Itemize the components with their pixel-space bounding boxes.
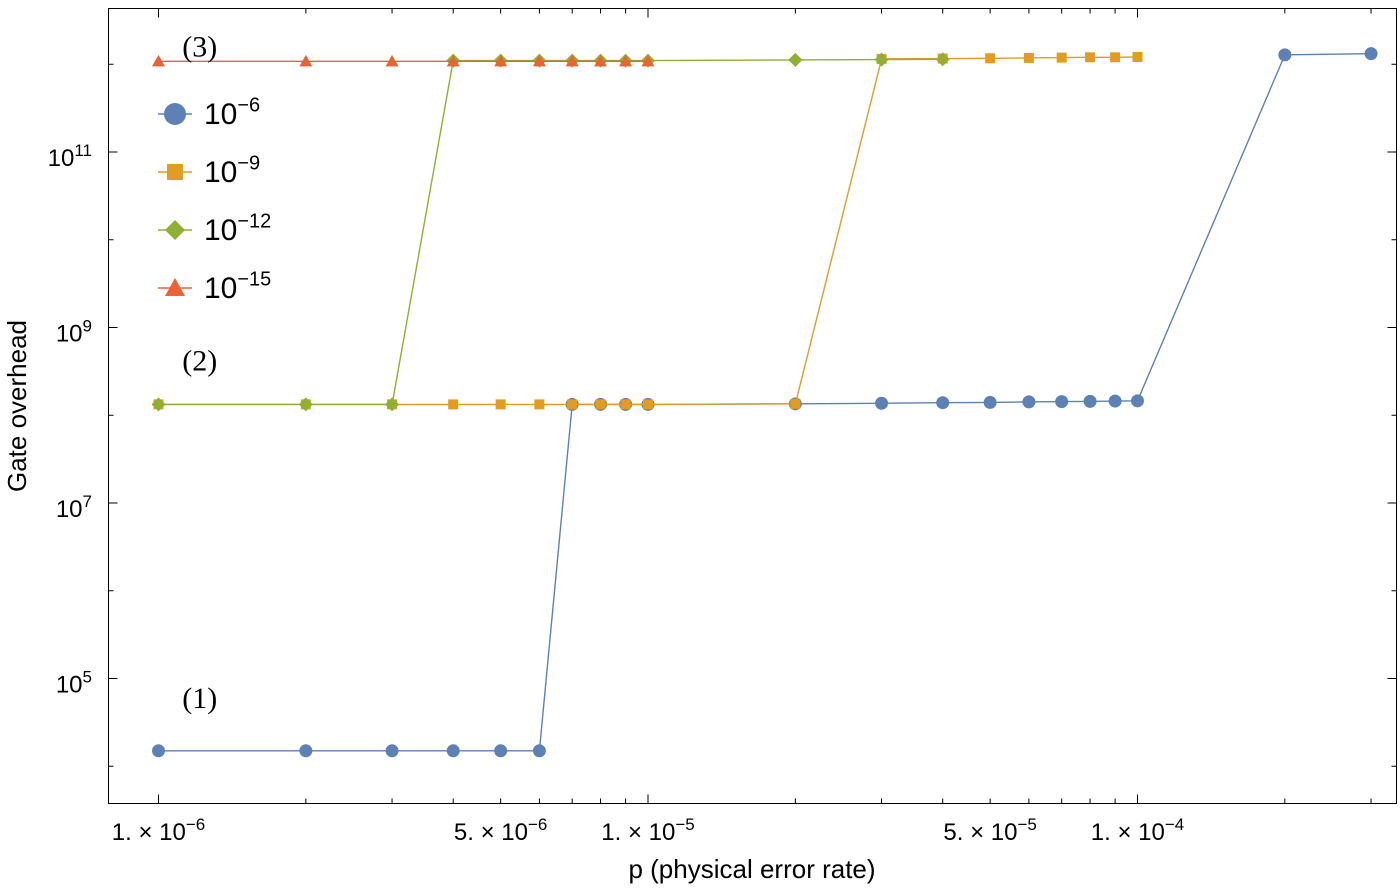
x-tick-label: 1. × 10−6 bbox=[112, 815, 205, 846]
y-tick-label: 109 bbox=[56, 316, 92, 347]
legend-marker-shape bbox=[165, 220, 185, 240]
data-point bbox=[874, 52, 889, 67]
data-point bbox=[567, 399, 578, 410]
data-point bbox=[299, 744, 313, 758]
data-point bbox=[1108, 394, 1122, 408]
legend: 10−6 10−9 10−12 10−15 bbox=[158, 94, 271, 305]
x-axis-label: p (physical error rate) bbox=[628, 854, 875, 884]
data-point bbox=[448, 399, 459, 410]
plot-frame bbox=[108, 8, 1397, 804]
data-point bbox=[936, 396, 950, 410]
data-point bbox=[1110, 52, 1121, 63]
data-point bbox=[620, 399, 631, 410]
data-point bbox=[1132, 51, 1143, 62]
legend-marker bbox=[165, 278, 185, 296]
series-line bbox=[158, 58, 943, 406]
data-point bbox=[1278, 48, 1292, 62]
data-point bbox=[985, 53, 996, 64]
data-point bbox=[875, 396, 889, 410]
data-point bbox=[299, 54, 313, 67]
data-point bbox=[494, 744, 508, 758]
y-tick-label: 107 bbox=[56, 492, 92, 523]
data-point bbox=[1083, 394, 1097, 408]
annotation-label: (3) bbox=[182, 30, 217, 63]
y-tick-label: 105 bbox=[56, 667, 92, 698]
y-axis-label: Gate overhead bbox=[2, 320, 32, 492]
data-point bbox=[494, 54, 508, 67]
y-tick-label: 1011 bbox=[48, 141, 92, 172]
legend-marker-shape bbox=[167, 164, 183, 180]
data-point bbox=[565, 54, 579, 67]
series-1 bbox=[153, 51, 1143, 410]
x-tick-label: 5. × 10−6 bbox=[454, 815, 547, 846]
data-point bbox=[1022, 395, 1036, 409]
x-tick-label: 1. × 10−5 bbox=[601, 815, 694, 846]
data-point bbox=[619, 54, 633, 67]
legend-marker bbox=[167, 164, 183, 180]
data-point bbox=[385, 744, 399, 758]
data-point bbox=[595, 399, 606, 410]
data-point bbox=[1131, 394, 1144, 408]
series-line bbox=[158, 56, 1138, 406]
data-point bbox=[1056, 52, 1067, 63]
data-point bbox=[643, 399, 653, 410]
legend-marker-shape bbox=[165, 278, 185, 296]
data-point bbox=[594, 54, 608, 67]
annotation-label: (1) bbox=[182, 682, 217, 715]
data-point bbox=[532, 744, 546, 758]
data-point bbox=[1364, 47, 1378, 61]
legend-label: 10−12 bbox=[204, 210, 271, 247]
data-point bbox=[1085, 52, 1096, 63]
series-layer bbox=[151, 47, 1378, 758]
x-tick-label: 5. × 10−5 bbox=[943, 815, 1036, 846]
axis-ticks bbox=[108, 8, 1397, 804]
data-point bbox=[151, 397, 166, 412]
series-0 bbox=[152, 47, 1378, 758]
tick-labels: 1. × 10−6 5. × 10−6 1. × 10−5 5. × 10−5 1. ×… bbox=[48, 141, 1185, 846]
data-point bbox=[152, 54, 165, 67]
data-point bbox=[446, 744, 460, 758]
legend-label: 10−6 bbox=[204, 94, 260, 131]
series-line bbox=[158, 53, 1372, 752]
legend-item: 10−15 bbox=[158, 268, 271, 305]
x-tick-label: 1. × 10−4 bbox=[1091, 815, 1184, 846]
data-point bbox=[983, 395, 997, 409]
legend-marker bbox=[164, 103, 186, 125]
data-point bbox=[385, 397, 400, 412]
data-point bbox=[495, 399, 506, 410]
legend-marker bbox=[165, 220, 185, 240]
data-point bbox=[534, 399, 545, 410]
data-point bbox=[641, 54, 655, 67]
data-point bbox=[1055, 395, 1069, 409]
annotation-label: (2) bbox=[182, 345, 217, 378]
data-point bbox=[446, 54, 460, 67]
data-point bbox=[152, 744, 165, 758]
data-point bbox=[532, 54, 546, 67]
legend-label: 10−9 bbox=[204, 152, 260, 189]
legend-item: 10−12 bbox=[158, 210, 271, 247]
data-point bbox=[298, 397, 313, 412]
data-point bbox=[1023, 52, 1034, 63]
legend-marker-shape bbox=[164, 103, 186, 125]
data-point bbox=[790, 398, 801, 409]
legend-item: 10−6 bbox=[158, 94, 260, 131]
data-point bbox=[935, 52, 950, 67]
annotations: (1) (2) (3) bbox=[182, 30, 217, 715]
series-3 bbox=[152, 54, 655, 67]
legend-label: 10−15 bbox=[204, 268, 271, 305]
data-point bbox=[385, 54, 399, 67]
data-point bbox=[788, 52, 803, 67]
legend-item: 10−9 bbox=[158, 152, 260, 189]
